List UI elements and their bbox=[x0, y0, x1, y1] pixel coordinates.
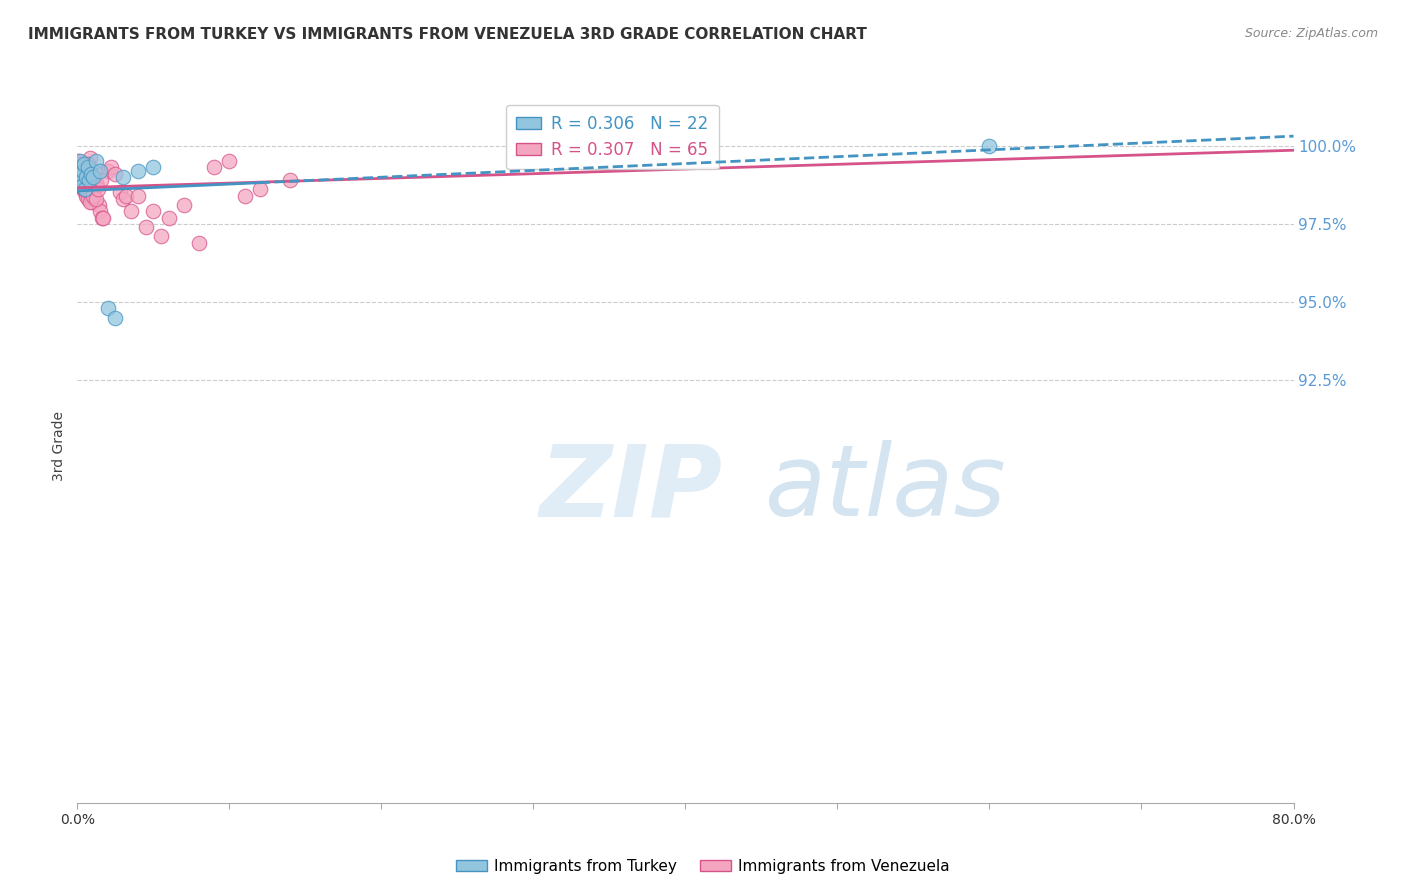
Point bbox=[278, 173, 301, 187]
Point bbox=[127, 188, 149, 202]
Point bbox=[188, 235, 211, 250]
Point bbox=[75, 186, 97, 200]
Point bbox=[83, 163, 105, 178]
Point bbox=[72, 169, 94, 184]
Point bbox=[73, 182, 96, 196]
Text: atlas: atlas bbox=[765, 441, 1007, 537]
Point bbox=[75, 179, 97, 194]
Point bbox=[82, 186, 104, 200]
Point bbox=[79, 194, 101, 209]
Point bbox=[80, 188, 103, 202]
Point bbox=[82, 169, 104, 184]
Point bbox=[80, 167, 103, 181]
Point bbox=[73, 163, 96, 178]
Point bbox=[67, 154, 90, 169]
Point bbox=[76, 161, 98, 175]
Point bbox=[70, 167, 93, 181]
Point bbox=[80, 169, 103, 184]
Point bbox=[108, 186, 131, 200]
Point bbox=[76, 173, 98, 187]
Point bbox=[104, 167, 127, 181]
Point bbox=[72, 182, 94, 196]
Point bbox=[69, 173, 91, 187]
Point bbox=[67, 161, 90, 175]
Point bbox=[89, 163, 111, 178]
Point bbox=[249, 182, 271, 196]
Point bbox=[111, 169, 134, 184]
Point bbox=[73, 176, 96, 190]
Point bbox=[80, 194, 103, 209]
Point bbox=[67, 176, 90, 190]
Point bbox=[86, 179, 108, 194]
Point bbox=[97, 301, 120, 316]
Point bbox=[67, 167, 90, 181]
Point bbox=[142, 161, 165, 175]
Point bbox=[90, 211, 112, 225]
Point bbox=[72, 163, 94, 178]
Point bbox=[87, 182, 110, 196]
Point bbox=[73, 157, 96, 171]
Point bbox=[111, 192, 134, 206]
Point bbox=[75, 188, 97, 202]
Point bbox=[157, 211, 180, 225]
Point bbox=[87, 198, 110, 212]
Point bbox=[91, 211, 114, 225]
Point bbox=[173, 198, 195, 212]
Point bbox=[73, 182, 96, 196]
Point bbox=[69, 176, 91, 190]
Text: ZIP: ZIP bbox=[540, 441, 723, 537]
Point bbox=[149, 229, 172, 244]
Point bbox=[89, 204, 111, 219]
Point bbox=[83, 192, 105, 206]
Point bbox=[70, 169, 93, 184]
Point bbox=[75, 169, 97, 184]
Point bbox=[218, 154, 240, 169]
Point bbox=[67, 163, 90, 178]
Point bbox=[69, 154, 91, 169]
Point bbox=[69, 157, 91, 171]
Point bbox=[69, 161, 91, 175]
Point bbox=[202, 161, 225, 175]
Point bbox=[90, 173, 112, 187]
Point bbox=[70, 179, 93, 194]
Point bbox=[979, 138, 1001, 153]
Point bbox=[73, 167, 96, 181]
Point bbox=[120, 204, 142, 219]
Point bbox=[100, 161, 122, 175]
Point bbox=[84, 176, 107, 190]
Point bbox=[72, 163, 94, 178]
Legend: Immigrants from Turkey, Immigrants from Venezuela: Immigrants from Turkey, Immigrants from … bbox=[450, 853, 956, 880]
Point bbox=[82, 188, 104, 202]
Point bbox=[77, 161, 100, 175]
Point bbox=[233, 188, 256, 202]
Point bbox=[79, 173, 101, 187]
Point bbox=[70, 169, 93, 184]
Point bbox=[142, 204, 165, 219]
Point bbox=[84, 154, 107, 169]
Point bbox=[104, 310, 127, 325]
Point bbox=[70, 179, 93, 194]
Y-axis label: 3rd Grade: 3rd Grade bbox=[52, 411, 66, 481]
Point bbox=[79, 151, 101, 165]
Point bbox=[127, 163, 149, 178]
Point bbox=[70, 161, 93, 175]
Point bbox=[77, 157, 100, 171]
Point bbox=[67, 167, 90, 181]
Point bbox=[86, 192, 108, 206]
Point bbox=[77, 163, 100, 178]
Point bbox=[97, 163, 120, 178]
Text: IMMIGRANTS FROM TURKEY VS IMMIGRANTS FROM VENEZUELA 3RD GRADE CORRELATION CHART: IMMIGRANTS FROM TURKEY VS IMMIGRANTS FRO… bbox=[28, 27, 868, 42]
Point bbox=[79, 163, 101, 178]
Point bbox=[115, 188, 138, 202]
Point bbox=[69, 163, 91, 178]
Point bbox=[135, 219, 157, 234]
Point bbox=[77, 192, 100, 206]
Legend: R = 0.306   N = 22, R = 0.307   N = 65: R = 0.306 N = 22, R = 0.307 N = 65 bbox=[506, 104, 718, 169]
Text: Source: ZipAtlas.com: Source: ZipAtlas.com bbox=[1244, 27, 1378, 40]
